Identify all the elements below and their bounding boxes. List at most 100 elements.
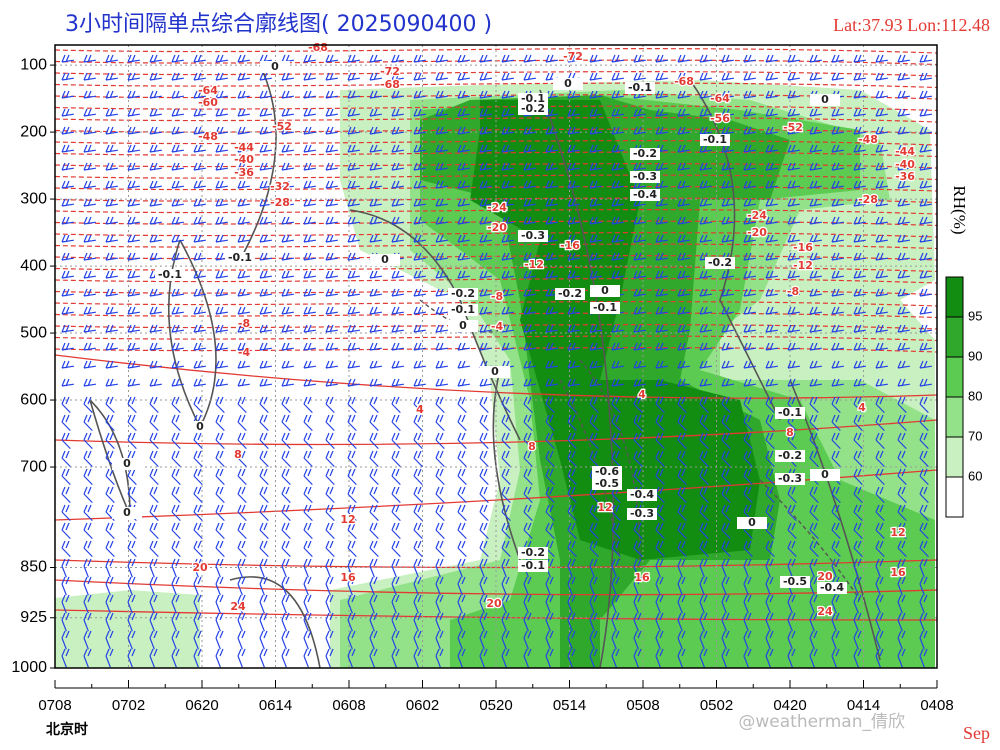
wind-barb <box>325 468 335 486</box>
wind-barb <box>369 540 379 558</box>
omega-label-box <box>775 407 805 419</box>
wind-barb <box>897 360 910 369</box>
wind-barb <box>699 126 712 135</box>
wind-barb <box>105 468 115 486</box>
wind-barb <box>237 126 250 135</box>
wind-barb <box>391 414 401 432</box>
wind-barb <box>457 234 470 243</box>
wind-barb <box>589 504 599 522</box>
x-tick-label: 0614 <box>259 697 292 714</box>
wind-barb <box>193 252 206 261</box>
wind-barb <box>721 630 730 650</box>
wind-barb <box>919 594 928 614</box>
wind-barb <box>831 432 841 450</box>
x-tick-label: 0508 <box>626 697 659 714</box>
wind-barb <box>281 126 294 135</box>
wind-barb <box>919 396 929 414</box>
wind-barb <box>61 432 71 450</box>
wind-barb <box>149 360 162 369</box>
wind-barb <box>215 540 225 558</box>
wind-barb <box>303 540 313 558</box>
wind-barb <box>501 108 514 117</box>
wind-barb <box>127 414 137 432</box>
wind-barb <box>655 54 668 63</box>
wind-barb <box>259 630 268 650</box>
wind-barb <box>501 54 514 63</box>
wind-barb <box>61 450 71 468</box>
wind-barb <box>721 342 734 351</box>
wind-barb <box>875 504 885 522</box>
wind-barb <box>193 504 203 522</box>
wind-barb <box>193 450 203 468</box>
wind-barb <box>237 72 250 81</box>
temperature-label: -36 <box>234 166 254 179</box>
wind-barb <box>919 648 928 668</box>
wind-barb <box>127 612 136 632</box>
wind-barb <box>435 576 444 596</box>
wind-barb <box>435 306 448 315</box>
wind-barb <box>501 288 514 297</box>
wind-barb <box>919 90 932 99</box>
colorbar-box <box>945 396 964 438</box>
wind-barb <box>83 162 96 171</box>
wind-barb <box>105 360 118 369</box>
wind-barb <box>281 558 290 578</box>
wind-barb <box>743 72 756 81</box>
wind-barb <box>61 198 74 207</box>
temperature-contour <box>54 579 938 596</box>
wind-barb <box>831 162 844 171</box>
wind-barb <box>655 324 668 333</box>
wind-barb <box>325 108 338 117</box>
wind-barb <box>721 306 734 315</box>
wind-barb <box>765 360 778 369</box>
wind-barb <box>259 198 272 207</box>
wind-barb <box>897 144 910 153</box>
wind-barb <box>919 198 932 207</box>
wind-barb <box>611 54 624 63</box>
wind-barb <box>237 576 246 596</box>
wind-barb <box>127 72 140 81</box>
wind-barb <box>303 378 316 387</box>
wind-barb <box>897 72 910 81</box>
temperature-contour <box>54 82 938 89</box>
wind-barb <box>677 360 690 369</box>
wind-barb <box>149 396 159 414</box>
wind-barb <box>677 144 690 153</box>
wind-barb <box>325 162 338 171</box>
wind-barb <box>919 108 932 117</box>
wind-barb <box>149 306 162 315</box>
wind-barb <box>83 108 96 117</box>
wind-barb <box>809 432 819 450</box>
temperature-label: 8 <box>786 426 794 439</box>
wind-barb <box>853 54 866 63</box>
wind-barb <box>281 468 291 486</box>
wind-barb <box>897 486 907 504</box>
wind-barb <box>435 450 445 468</box>
wind-barb <box>677 342 690 351</box>
wind-barb <box>897 198 910 207</box>
wind-barb <box>369 216 382 225</box>
wind-barb <box>589 414 599 432</box>
wind-barb <box>655 468 665 486</box>
wind-barb <box>523 216 536 225</box>
temperature-contour <box>54 243 938 250</box>
wind-barb <box>413 648 422 668</box>
wind-barb <box>875 648 884 668</box>
wind-barb <box>501 144 514 153</box>
rh-area <box>470 100 760 560</box>
wind-barb <box>479 180 492 189</box>
wind-barb <box>809 234 822 243</box>
wind-barb <box>457 396 467 414</box>
wind-barb <box>743 342 756 351</box>
wind-barb <box>567 306 580 315</box>
omega-label-box <box>630 171 660 183</box>
wind-barb <box>127 126 140 135</box>
wind-barb <box>149 234 162 243</box>
wind-barb <box>523 396 533 414</box>
wind-barb <box>875 126 888 135</box>
omega-label-box <box>480 366 510 378</box>
wind-barb <box>391 576 400 596</box>
temperature-label: -4 <box>238 346 251 359</box>
wind-barb <box>215 198 228 207</box>
wind-barb <box>303 360 316 369</box>
